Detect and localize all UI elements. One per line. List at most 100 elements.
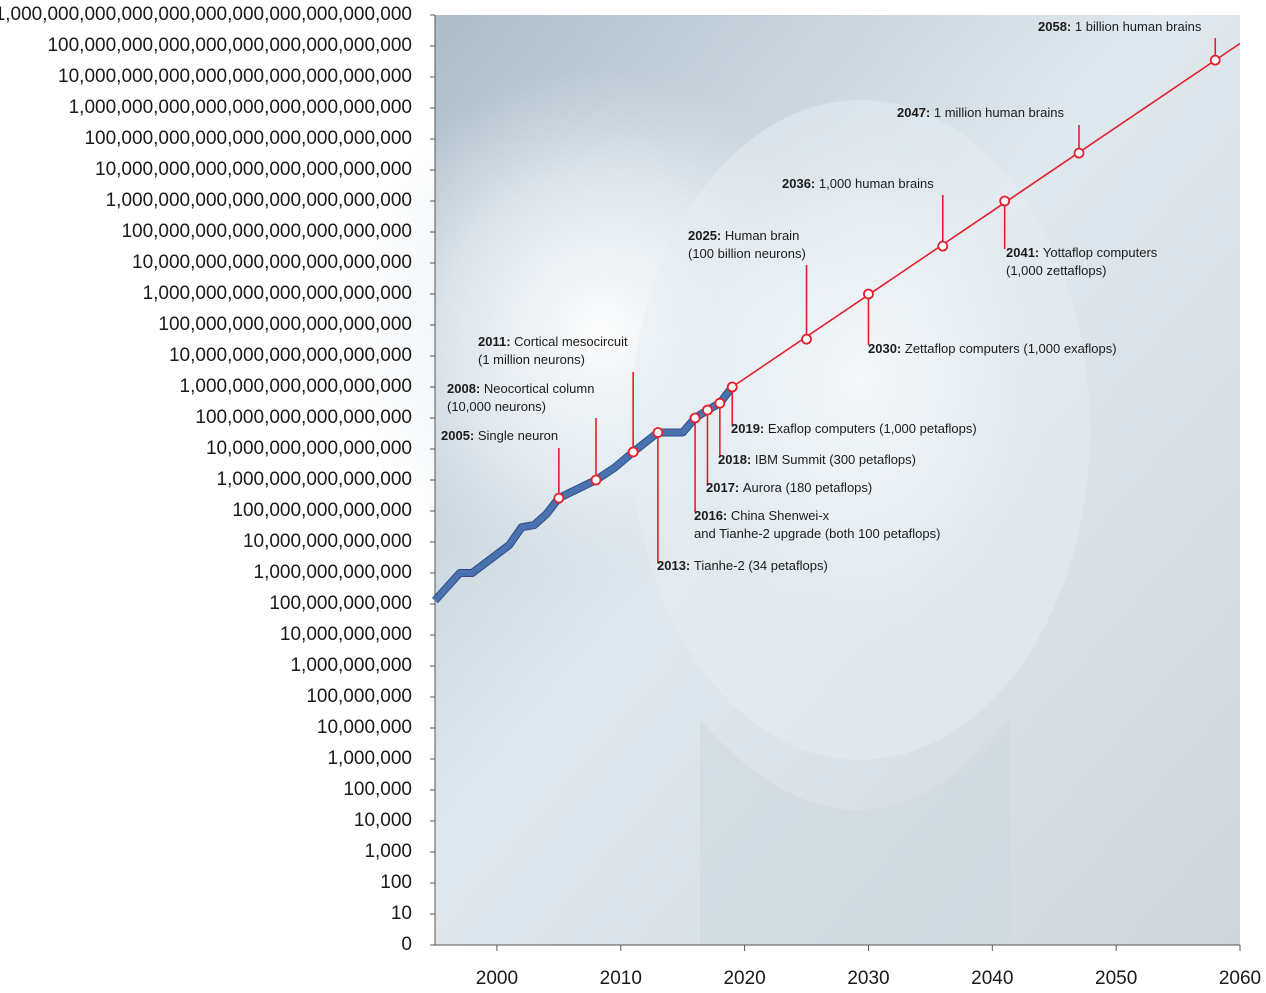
annotation-text: (100 billion neurons) — [688, 246, 806, 261]
y-tick-label: 1,000,000,000,000 — [254, 562, 413, 583]
annotation-year: 2036: — [782, 176, 815, 191]
y-tick-label: 1,000,000,000,000,000 — [217, 469, 412, 490]
x-tick-label: 2030 — [847, 968, 889, 989]
y-tick-label: 100,000,000,000,000,000,000,000,000 — [84, 128, 412, 149]
annotation-text: Aurora (180 petaflops) — [743, 480, 872, 495]
milestone-point — [1209, 54, 1221, 66]
y-tick-label: 100,000,000,000 — [269, 593, 412, 614]
annotation: 2017: Aurora (180 petaflops) — [706, 480, 872, 495]
annotation-text: China Shenwei-x — [731, 508, 830, 523]
milestone-point — [999, 195, 1011, 207]
annotation: 2005: Single neuron — [441, 428, 558, 443]
annotation: 2041: Yottaflop computers — [1006, 245, 1158, 260]
annotation-text: (1 million neurons) — [478, 352, 585, 367]
annotation-year: 2005: — [441, 428, 474, 443]
annotation-year: 2058: — [1038, 19, 1071, 34]
y-tick-label: 1,000,000,000,000,000,000,000 — [143, 283, 412, 304]
annotation-year: 2025: — [688, 228, 721, 243]
annotation: 2030: Zettaflop computers (1,000 exaflop… — [868, 341, 1117, 356]
annotation: 2016: China Shenwei-x — [694, 508, 830, 523]
milestone-point — [702, 404, 713, 416]
annotation-text: Yottaflop computers — [1043, 245, 1158, 260]
annotation-text: 1 million human brains — [934, 105, 1065, 120]
x-tick-label: 2060 — [1219, 968, 1261, 989]
annotation-text: IBM Summit (300 petaflops) — [755, 452, 916, 467]
annotation-year: 2013: — [657, 558, 690, 573]
annotation-text: Zettaflop computers (1,000 exaflops) — [905, 341, 1117, 356]
background — [340, 15, 1240, 945]
annotation: 2058: 1 billion human brains — [1038, 19, 1202, 34]
y-tick-label: 10,000,000,000,000,000,000,000,000 — [95, 159, 412, 180]
y-tick-label: 10,000,000,000,000,000 — [206, 438, 412, 459]
annotation-text: (1,000 zettaflops) — [1006, 263, 1106, 278]
y-tick-label: 100,000,000 — [306, 686, 412, 707]
milestone-point — [937, 240, 949, 252]
x-tick-label: 2040 — [971, 968, 1013, 989]
milestone-point — [863, 288, 874, 300]
annotation-text: Single neuron — [478, 428, 558, 443]
y-tick-label: 1,000,000,000,000,000,000,000,000,000,00… — [0, 4, 412, 25]
y-tick-label: 0 — [401, 934, 412, 955]
y-tick-label: 1,000,000,000 — [290, 655, 412, 676]
annotation: 2047: 1 million human brains — [897, 105, 1064, 120]
annotation-year: 2016: — [694, 508, 727, 523]
x-tick-label: 2020 — [723, 968, 765, 989]
x-tick-label: 2010 — [600, 968, 642, 989]
y-tick-label: 1,000,000 — [327, 748, 412, 769]
annotation-text: and Tianhe-2 upgrade (both 100 petaflops… — [694, 526, 940, 541]
y-tick-label: 100,000,000,000,000,000,000 — [158, 314, 412, 335]
milestones: 2005: Single neuron 2008: Neocortical col… — [441, 19, 1221, 573]
y-tick-label: 10,000,000,000 — [280, 624, 412, 645]
annotation: and Tianhe-2 upgrade (both 100 petaflops… — [694, 526, 940, 541]
milestone-point — [726, 381, 738, 393]
annotation-year: 2041: — [1006, 245, 1039, 260]
annotation: (10,000 neurons) — [447, 399, 546, 414]
milestone-point — [714, 397, 726, 409]
annotation-year: 2019: — [731, 421, 764, 436]
y-tick-label: 10,000,000 — [317, 717, 412, 738]
y-tick-label: 100,000,000,000,000,000,000,000,000,000 — [47, 35, 412, 56]
y-tick-label: 1,000,000,000,000,000,000 — [180, 376, 412, 397]
y-tick-label: 10,000 — [354, 810, 412, 831]
annotation: 2019: Exaflop computers (1,000 petaflops… — [731, 421, 977, 436]
annotation: 2011: Cortical mesocircuit — [478, 334, 628, 349]
annotation: 2018: IBM Summit (300 petaflops) — [718, 452, 916, 467]
y-tick-label: 10,000,000,000,000,000,000 — [169, 345, 412, 366]
y-tick-label: 10,000,000,000,000,000,000,000 — [132, 252, 412, 273]
annotation-text: Cortical mesocircuit — [514, 334, 628, 349]
y-tick-label: 1,000 — [364, 841, 412, 862]
x-tick-label: 2050 — [1095, 968, 1137, 989]
milestone-point — [627, 446, 639, 458]
milestone-point — [652, 427, 664, 438]
x-tick-label: 2000 — [476, 968, 518, 989]
y-tick-label: 100 — [380, 872, 412, 893]
annotation-year: 2018: — [718, 452, 751, 467]
annotation-year: 2008: — [447, 381, 480, 396]
y-tick-label: 100,000,000,000,000,000 — [195, 407, 412, 428]
milestone-point — [590, 474, 602, 486]
annotation: 2036: 1,000 human brains — [782, 176, 934, 191]
milestone-point — [801, 333, 812, 345]
annotation-year: 2011: — [478, 334, 511, 349]
annotation-year: 2017: — [706, 480, 739, 495]
annotation-text: Exaflop computers (1,000 petaflops) — [768, 421, 977, 436]
milestone-point — [553, 492, 565, 504]
annotation-year: 2030: — [868, 341, 901, 356]
annotation: 2008: Neocortical column — [447, 381, 594, 396]
milestone-point — [1073, 147, 1085, 159]
annotation: 2013: Tianhe-2 (34 petaflops) — [657, 558, 828, 573]
y-tick-label: 10,000,000,000,000 — [243, 531, 412, 552]
annotation-text: 1 billion human brains — [1075, 19, 1202, 34]
series-line — [731, 42, 1241, 388]
y-tick-label: 100,000 — [343, 779, 412, 800]
annotation: (1,000 zettaflops) — [1006, 263, 1106, 278]
y-tick-label: 1,000,000,000,000,000,000,000,000 — [106, 190, 412, 211]
annotation-text: Neocortical column — [484, 381, 595, 396]
annotation-year: 2047: — [897, 105, 930, 120]
y-tick-label: 10 — [391, 903, 412, 924]
annotation: (100 billion neurons) — [688, 246, 806, 261]
annotation: 2025: Human brain — [688, 228, 799, 243]
annotation-text: Tianhe-2 (34 petaflops) — [694, 558, 828, 573]
y-tick-label: 100,000,000,000,000,000,000,000 — [121, 221, 412, 242]
